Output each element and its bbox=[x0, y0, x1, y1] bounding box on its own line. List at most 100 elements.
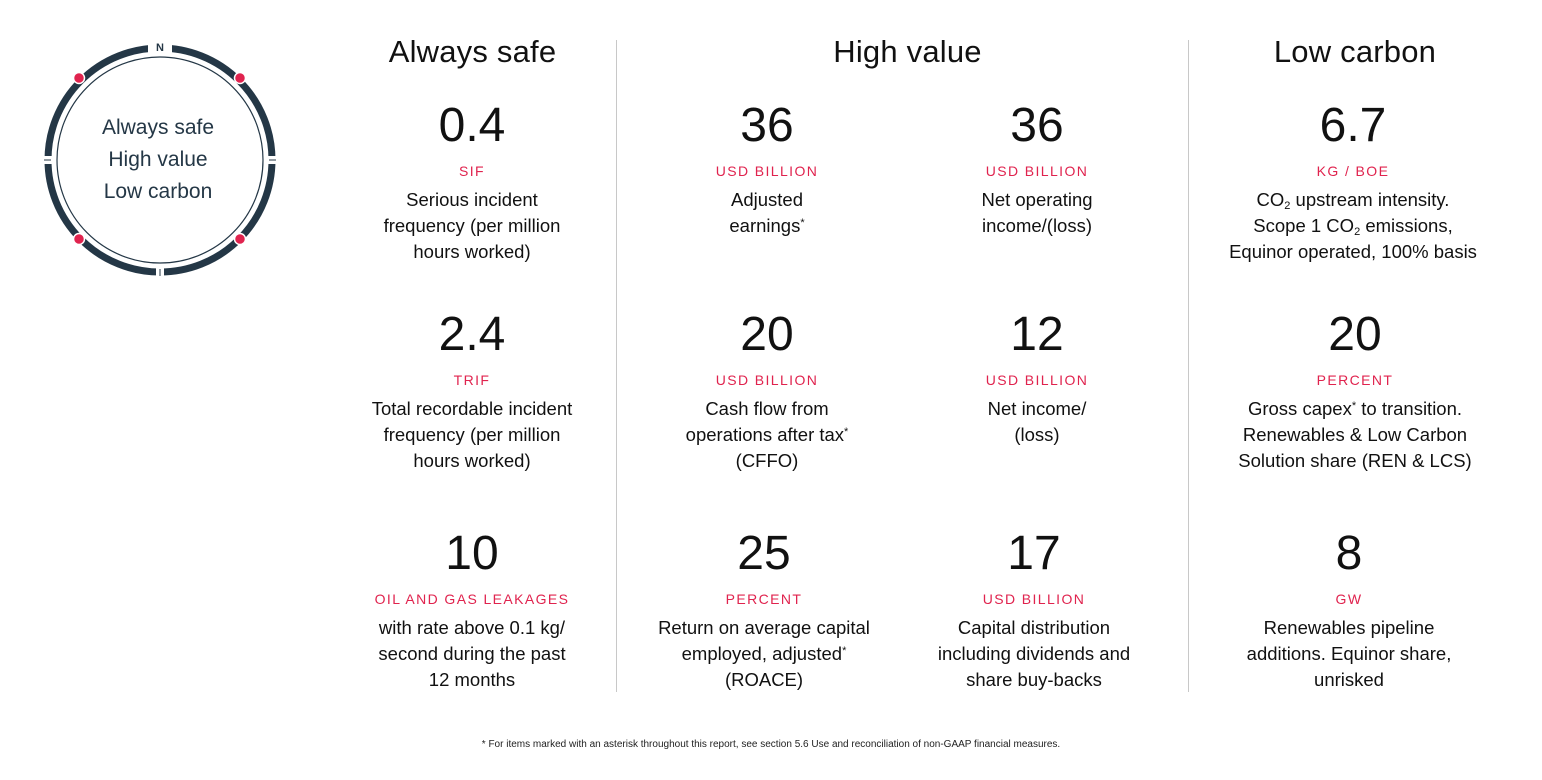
desc-line: frequency (per million bbox=[383, 215, 561, 236]
kpi-roace: 25 PERCENT Return on average capital emp… bbox=[629, 526, 899, 693]
kpi-value: 36 bbox=[1010, 99, 1064, 152]
kpi-value: 12 bbox=[1010, 308, 1064, 361]
kpi-unit: GW bbox=[1335, 591, 1363, 607]
kpi-description: Total recordable incident frequency (per… bbox=[337, 396, 607, 474]
desc-line: Adjusted bbox=[731, 189, 803, 210]
kpi-description: Net operating income/(loss) bbox=[902, 187, 1172, 239]
compass-line: Always safe bbox=[101, 116, 215, 139]
kpi-description: Renewables pipeline additions. Equinor s… bbox=[1214, 615, 1484, 693]
desc-line: share buy-backs bbox=[966, 669, 1102, 690]
desc-line: with rate above 0.1 kg/ bbox=[378, 617, 566, 638]
desc-line: Net operating bbox=[981, 189, 1093, 210]
desc-line: 12 months bbox=[428, 669, 516, 690]
compass-line: High value bbox=[108, 148, 208, 171]
desc-line: Equinor operated, 100% basis bbox=[1229, 241, 1477, 262]
desc-line: including dividends and bbox=[937, 643, 1131, 664]
kpi-unit: USD BILLION bbox=[715, 163, 819, 179]
compass-north-letter: N bbox=[156, 42, 164, 54]
desc-line: Serious incident bbox=[406, 189, 538, 210]
column-divider bbox=[616, 40, 617, 692]
kpi-value: 20 bbox=[1328, 308, 1382, 361]
kpi-value: 8 bbox=[1335, 527, 1363, 580]
kpi-description: CO2 upstream intensity. Scope 1 CO2 emis… bbox=[1218, 187, 1488, 265]
compass-text: Always safe High value Low carbon bbox=[40, 112, 276, 208]
kpi-value: 36 bbox=[740, 99, 794, 152]
kpi-value: 0.4 bbox=[438, 99, 506, 152]
compass-dot-icon bbox=[72, 71, 86, 85]
kpi-unit: USD BILLION bbox=[985, 372, 1089, 388]
kpi-leakages: 10 OIL AND GAS LEAKAGES with rate above … bbox=[337, 526, 607, 693]
kpi-unit: PERCENT bbox=[725, 591, 803, 607]
desc-line: Return on average capital bbox=[658, 617, 870, 638]
desc-line: Renewables & Low Carbon bbox=[1242, 424, 1468, 445]
desc-line: Scope 1 CO2 emissions, bbox=[1253, 215, 1453, 238]
asterisk-marker: * bbox=[844, 426, 849, 438]
kpi-description: with rate above 0.1 kg/ second during th… bbox=[337, 615, 607, 693]
section-title-high-value: High value bbox=[833, 34, 982, 69]
desc-line: operations after tax* bbox=[685, 424, 849, 445]
desc-line: (CFFO) bbox=[735, 450, 799, 471]
desc-line: Renewables pipeline bbox=[1263, 617, 1435, 638]
desc-line: unrisked bbox=[1314, 669, 1384, 690]
desc-line: employed, adjusted* bbox=[681, 643, 847, 664]
kpi-trif: 2.4 TRIF Total recordable incident frequ… bbox=[337, 307, 607, 474]
desc-line: income/(loss) bbox=[982, 215, 1092, 236]
kpi-description: Capital distribution including dividends… bbox=[899, 615, 1169, 693]
kpi-unit: USD BILLION bbox=[985, 163, 1089, 179]
compass-inner-ring bbox=[56, 56, 264, 264]
desc-line: Solution share (REN & LCS) bbox=[1238, 450, 1472, 471]
kpi-unit: OIL AND GAS LEAKAGES bbox=[374, 591, 570, 607]
section-title-low-carbon: Low carbon bbox=[1273, 34, 1437, 69]
kpi-description: Net income/ (loss) bbox=[902, 396, 1172, 448]
kpi-description: Gross capex* to transition. Renewables &… bbox=[1220, 396, 1490, 474]
kpi-description: Cash flow from operations after tax* (CF… bbox=[632, 396, 902, 474]
kpi-cffo: 20 USD BILLION Cash flow from operations… bbox=[632, 307, 902, 474]
desc-line: Gross capex* to transition. bbox=[1247, 398, 1463, 419]
kpi-transition-capex: 20 PERCENT Gross capex* to transition. R… bbox=[1220, 307, 1490, 474]
kpi-value: 17 bbox=[1007, 527, 1061, 580]
desc-line: frequency (per million bbox=[383, 424, 561, 445]
kpi-value: 2.4 bbox=[438, 308, 506, 361]
kpi-description: Return on average capital employed, adju… bbox=[629, 615, 899, 693]
kpi-renewables-pipeline: 8 GW Renewables pipeline additions. Equi… bbox=[1214, 526, 1484, 693]
section-title-always-safe: Always safe bbox=[388, 34, 557, 69]
desc-line: Net income/ bbox=[987, 398, 1087, 419]
compass-dot-icon bbox=[72, 232, 86, 246]
kpi-description: Adjusted earnings* bbox=[632, 187, 902, 239]
kpi-unit: SIF bbox=[459, 163, 485, 179]
desc-line: additions. Equinor share, bbox=[1246, 643, 1452, 664]
asterisk-marker: * bbox=[1351, 400, 1357, 412]
kpi-value: 25 bbox=[737, 527, 791, 580]
kpi-adjusted-earnings: 36 USD BILLION Adjusted earnings* bbox=[632, 98, 902, 239]
desc-line: Cash flow from bbox=[705, 398, 829, 419]
desc-line: hours worked) bbox=[413, 450, 531, 471]
column-divider bbox=[1188, 40, 1189, 692]
kpi-description: Serious incident frequency (per million … bbox=[337, 187, 607, 265]
kpi-value: 10 bbox=[445, 527, 499, 580]
footnote: * For items marked with an asterisk thro… bbox=[481, 739, 1061, 750]
kpi-value: 6.7 bbox=[1319, 99, 1387, 152]
kpi-unit: PERCENT bbox=[1316, 372, 1394, 388]
desc-line: earnings* bbox=[729, 215, 805, 236]
kpi-unit: KG / BOE bbox=[1316, 163, 1390, 179]
kpi-value: 20 bbox=[740, 308, 794, 361]
compass-line: Low carbon bbox=[103, 180, 213, 203]
kpi-net-operating-income: 36 USD BILLION Net operating income/(los… bbox=[902, 98, 1172, 239]
kpi-sif: 0.4 SIF Serious incident frequency (per … bbox=[337, 98, 607, 265]
asterisk-marker: * bbox=[800, 217, 805, 229]
desc-line: second during the past bbox=[378, 643, 566, 664]
desc-line: (ROACE) bbox=[724, 669, 804, 690]
desc-line: CO2 upstream intensity. bbox=[1256, 189, 1450, 212]
desc-line: hours worked) bbox=[413, 241, 531, 262]
desc-line: (loss) bbox=[1014, 424, 1060, 445]
kpi-unit: USD BILLION bbox=[715, 372, 819, 388]
compass-dot-icon bbox=[233, 71, 247, 85]
kpi-unit: TRIF bbox=[453, 372, 491, 388]
compass-emblem: N bbox=[42, 42, 278, 278]
kpi-unit: USD BILLION bbox=[982, 591, 1086, 607]
desc-line: Capital distribution bbox=[957, 617, 1111, 638]
kpi-co2-intensity: 6.7 KG / BOE CO2 upstream intensity. Sco… bbox=[1218, 98, 1488, 265]
compass-dot-icon bbox=[233, 232, 247, 246]
kpi-capital-distribution: 17 USD BILLION Capital distribution incl… bbox=[899, 526, 1169, 693]
asterisk-marker: * bbox=[842, 645, 847, 657]
